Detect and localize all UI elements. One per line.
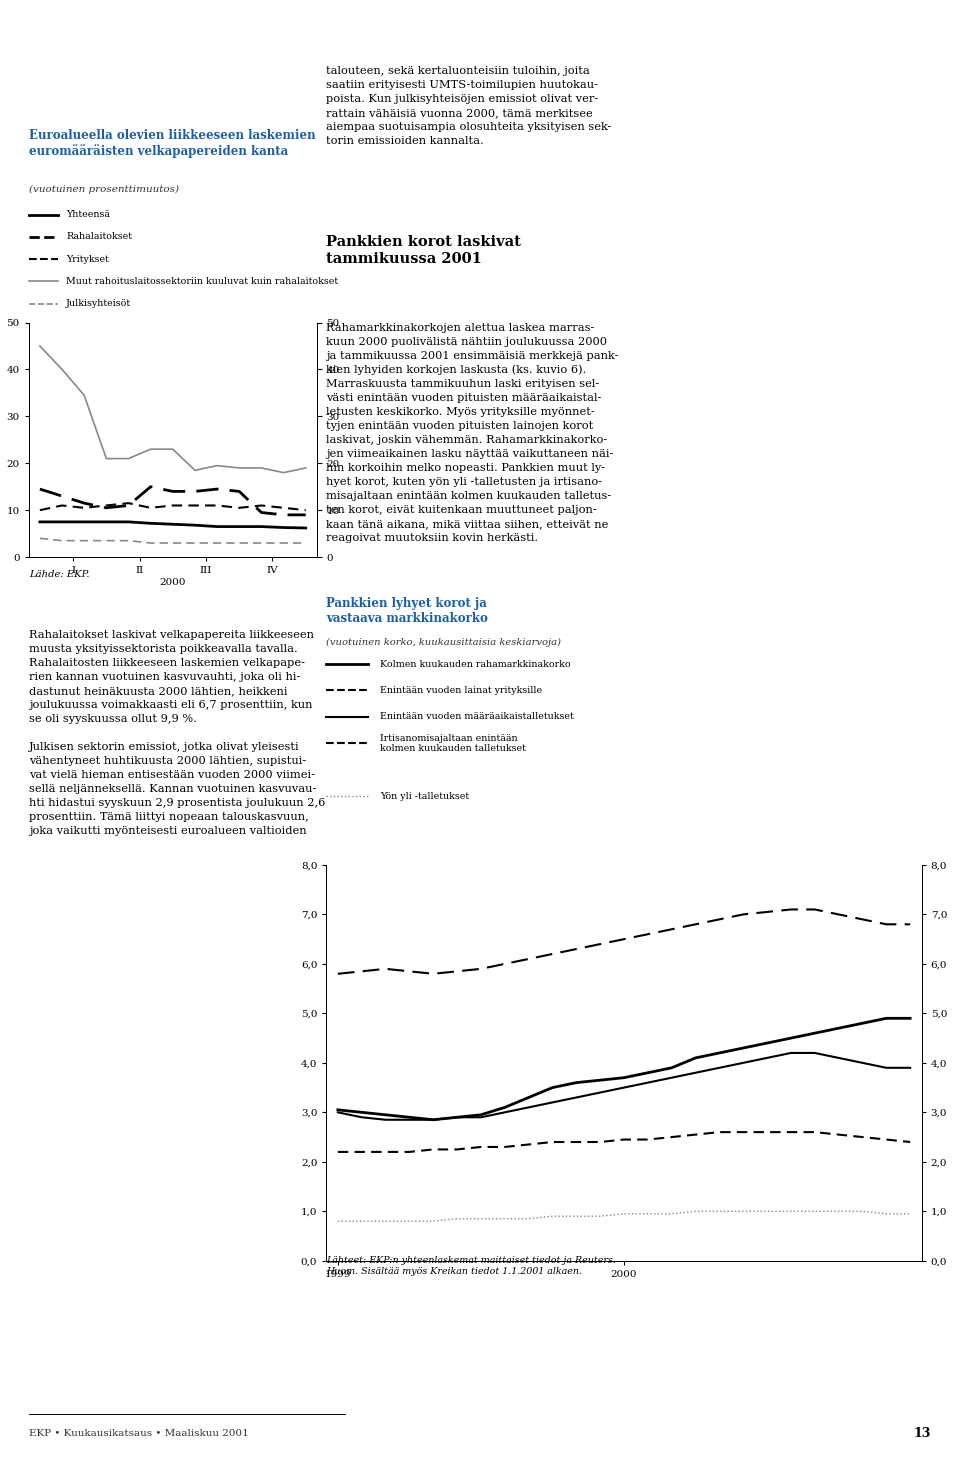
Text: Rahalaitokset laskivat velkapapereita liikkeeseen
muusta yksityissektorista poik: Rahalaitokset laskivat velkapapereita li… [29,630,325,837]
Text: Julkisyhteisöt: Julkisyhteisöt [66,299,132,308]
Text: Kuvio 5.: Kuvio 5. [35,104,92,117]
Text: Enintään vuoden määräaikaistalletukset: Enintään vuoden määräaikaistalletukset [380,712,574,721]
Text: Yhteensä: Yhteensä [66,210,110,218]
Text: Irtisanomisajaltaan enintään
kolmen kuukauden talletukset: Irtisanomisajaltaan enintään kolmen kuuk… [380,733,526,754]
Text: (vuotuinen prosenttimuutos): (vuotuinen prosenttimuutos) [29,185,179,194]
Text: Pankkien korot laskivat
tammikuussa 2001: Pankkien korot laskivat tammikuussa 2001 [326,235,521,265]
Text: Euroalueella olevien liikkeeseen laskemien
euromääräisten velkapapereiden kanta: Euroalueella olevien liikkeeseen laskemi… [29,129,316,158]
Text: Rahalaitokset: Rahalaitokset [66,233,132,242]
Text: (vuotuinen korko, kuukausittaisia keskiarvoja): (vuotuinen korko, kuukausittaisia keskia… [326,638,562,647]
Text: Enintään vuoden lainat yrityksille: Enintään vuoden lainat yrityksille [380,686,542,695]
Text: Lähde: EKP.: Lähde: EKP. [29,570,89,579]
Text: Kuvio 6.: Kuvio 6. [332,582,390,595]
Text: Yön yli -talletukset: Yön yli -talletukset [380,792,469,800]
Text: talouteen, sekä kertaluonteisiin tuloihin, joita
saatiin erityisesti UMTS-toimil: talouteen, sekä kertaluonteisiin tuloihi… [326,66,612,147]
Text: Pankkien lyhyet korot ja
vastaava markkinakorko: Pankkien lyhyet korot ja vastaava markki… [326,597,489,625]
Text: EKP • Kuukausikatsaus • Maaliskuu 2001: EKP • Kuukausikatsaus • Maaliskuu 2001 [29,1429,249,1438]
Text: 2000: 2000 [159,578,186,588]
Text: Kolmen kuukauden rahamarkkinakorko: Kolmen kuukauden rahamarkkinakorko [380,660,570,668]
Text: 13: 13 [914,1428,931,1440]
Text: Yritykset: Yritykset [66,255,109,264]
Text: Muut rahoituslaitossektoriin kuuluvat kuin rahalaitokset: Muut rahoituslaitossektoriin kuuluvat ku… [66,277,338,286]
Text: Rahamarkkinakorkojen alettua laskea marras-
kuun 2000 puolivälistä nähtiin joulu: Rahamarkkinakorkojen alettua laskea marr… [326,323,619,544]
Text: Lähteet: EKP:n yhteenlaskemat maittaiset tiedot ja Reuters.
Huom. Sisältää myös : Lähteet: EKP:n yhteenlaskemat maittaiset… [326,1256,616,1275]
